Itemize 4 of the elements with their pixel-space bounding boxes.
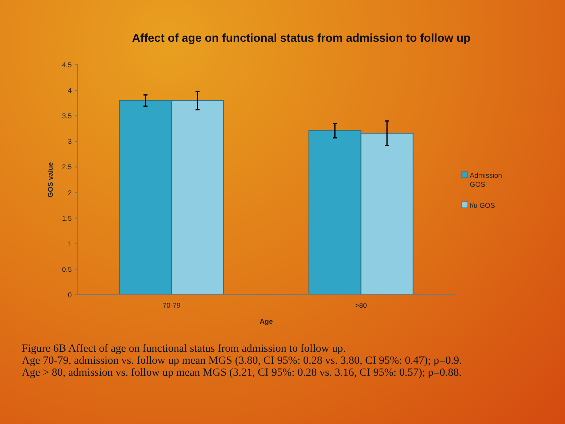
text: Age 70-79, admission vs. follow up mean MGS (3.80, CI 95%: 0.28 vs. 3.80, CI 95%: 0.47); p=0.9. [22,355,464,367]
text: Age > 80, admission vs. follow up mean MGS (3.21, CI 95%: 0.28 vs. 3.16, CI 95%: 0.57); p=0.88. [22,367,463,379]
chart-title: Affect of age on functional status from admission to follow up [132,33,471,45]
caption: Figure 6B Affect of age on functional status from admission to follow up. [22,343,347,355]
